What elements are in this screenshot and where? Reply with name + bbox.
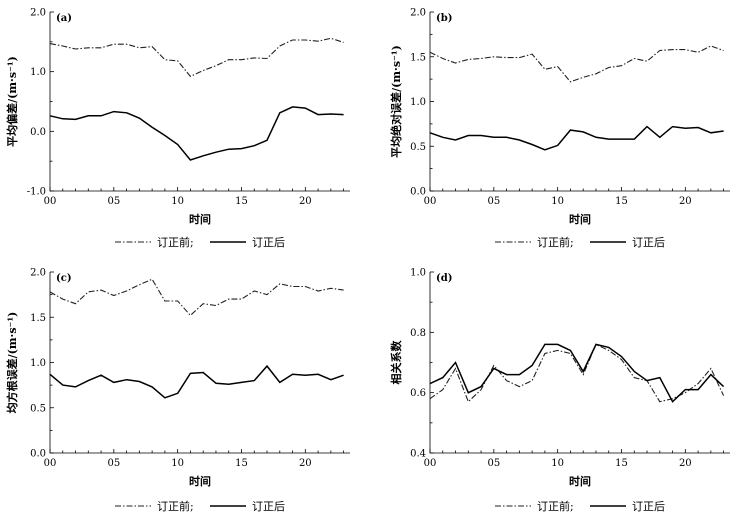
chart-1-series-1-line [49,37,344,78]
chart-2-axes [429,12,730,192]
chart-3-legend-label-2: 订正后 [252,500,285,513]
chart-4-xtick-label: 00 [424,458,437,469]
chart-2-ytick-label: 1.5 [410,52,426,63]
chart-1-ytick-label: -1.0 [27,187,46,198]
chart-3-y-axis-label: 均方根误差/(m·s⁻¹) [5,312,19,414]
chart-3-ytick-label: 2.0 [30,268,46,279]
chart-1-ytick-label: 1.0 [30,67,46,78]
chart-2-legend-label-1: 订正前; [537,235,574,249]
chart-3-xtick-label: 15 [235,458,248,469]
chart-3-ytick-label: 1.5 [30,313,46,324]
chart-1-legend-label-2: 订正后 [252,236,285,249]
chart-2-ytick-label: 0.5 [410,142,426,153]
chart-1-xtick-label: 05 [107,196,120,207]
chart-1-xtick-label: 00 [44,196,57,207]
chart-4-ytick-label: 1.0 [410,268,426,279]
chart-4-x-axis-label: 时间 [569,474,591,488]
chart-3-xtick-label: 20 [299,458,312,469]
chart-2-xtick-label: 15 [615,196,628,207]
chart-4-xtick-label: 15 [615,458,628,469]
chart-2-x-axis-label: 时间 [569,212,591,226]
chart-1-xtick-label: 20 [299,196,312,207]
chart-4-series-1-line [429,343,725,403]
chart-2-series-1-line [429,45,724,83]
chart-1-x-axis-label: 时间 [189,212,211,226]
chart-4-ytick-label: 0.8 [410,328,426,339]
chart-4-ytick-label: 0.4 [410,449,426,460]
chart-4-legend-label-2: 订正后 [632,500,665,513]
chart-1-y-axis-label: 平均偏差/(m·s⁻¹) [5,56,19,147]
chart-1-xtick-label: 10 [171,196,184,207]
chart-2-xtick-label: 00 [424,196,437,207]
chart-4-legend-label-1: 订正前; [537,499,574,513]
chart-3-xtick-label: 05 [107,458,120,469]
chart-4-panel-label: (d) [436,273,452,284]
chart-4-xtick-label: 10 [551,458,564,469]
chart-4-xtick-label: 05 [487,458,500,469]
chart-3-xtick-label: 10 [171,458,184,469]
chart-2-xtick-label: 10 [551,196,564,207]
chart-3-ytick-label: 0.5 [30,403,46,414]
chart-3-series-2-line [49,364,344,399]
chart-3-ytick-label: 0.0 [30,449,46,460]
chart-1-xtick-label: 15 [235,196,248,207]
chart-2-y-axis-label: 平均绝对误差/(m·s⁻¹) [389,45,403,158]
chart-4-y-axis-label: 相关系数 [389,340,403,385]
chart-3-x-axis-label: 时间 [189,474,211,488]
chart-2-ytick-label: 0.0 [410,187,426,198]
chart-1: -1.0 0.0 1.0 2.0 00 05 10 15 20 (a) 时间 平均偏差/(m·s⁻¹)… [5,8,350,249]
chart-2-legend-label-2: 订正后 [632,236,665,249]
chart-2-ytick-label: 1.0 [410,97,426,108]
chart-3-ytick-label: 1.0 [30,358,46,369]
chart-1-panel-label: (a) [56,13,72,24]
chart-1-ytick-label: 0.0 [30,127,46,138]
chart-2-panel-label: (b) [436,13,452,24]
chart-4-series-2-line [429,343,725,403]
chart-1-legend-label-1: 订正前; [157,235,194,249]
chart-4-xtick-label: 20 [679,458,692,469]
chart-1-ytick-label: 2.0 [30,8,46,19]
chart-4-ytick-label: 0.6 [410,388,426,399]
chart-3-legend-label-1: 订正前; [157,499,194,513]
chart-4-axes [429,272,730,454]
chart-2-xtick-label: 05 [487,196,500,207]
chart-1-series-2-line [49,106,344,161]
chart-3-xtick-label: 00 [44,458,57,469]
chart-2-xtick-label: 20 [679,196,692,207]
chart-1-axes [49,12,350,192]
chart-3: 0.0 0.5 1.0 1.5 2.0 00 05 10 15 20 (c) 时间 均方根误差/(m·s… [5,268,350,513]
chart-2-ytick-label: 2.0 [410,8,426,19]
chart-3-series-1-line [49,278,344,317]
chart-2: 0.0 0.5 1.0 1.5 2.0 00 05 10 15 20 (b) 时间 平均绝对误差/(m·… [389,8,730,249]
chart-3-panel-label: (c) [56,273,72,284]
chart-3-axes [49,272,350,454]
chart-2-series-2-line [429,125,724,151]
